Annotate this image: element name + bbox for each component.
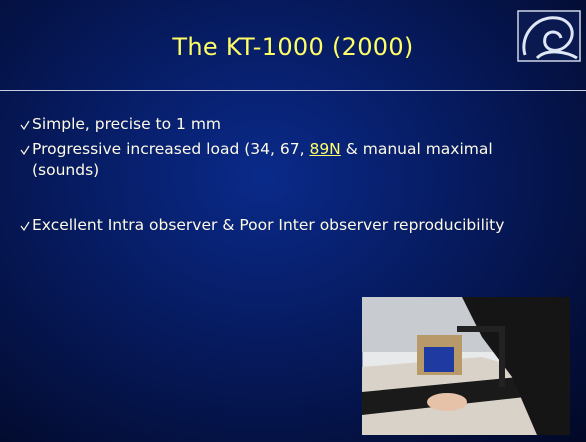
bullet: Simple, precise to 1 mm: [20, 114, 540, 135]
check-icon: [20, 120, 30, 130]
slide-title: The KT-1000 (2000): [0, 33, 586, 61]
check-icon: [20, 221, 30, 231]
slide: The KT-1000 (2000) Simple, precise to 1 …: [0, 0, 586, 442]
underlined-text: 89N: [309, 140, 340, 158]
bullet-text: Simple, precise to 1 mm: [32, 115, 221, 133]
bullet: Excellent Intra observer & Poor Inter ob…: [20, 215, 540, 236]
bullet-list: Simple, precise to 1 mm Progressive incre…: [20, 114, 540, 240]
bullet-text: Excellent Intra observer & Poor Inter ob…: [32, 216, 504, 234]
photo: [362, 297, 570, 435]
bullet: Progressive increased load (34, 67, 89N …: [20, 139, 540, 181]
check-icon: [20, 145, 30, 155]
bullet-text: Progressive increased load (34, 67,: [32, 140, 309, 158]
divider: [0, 90, 586, 91]
